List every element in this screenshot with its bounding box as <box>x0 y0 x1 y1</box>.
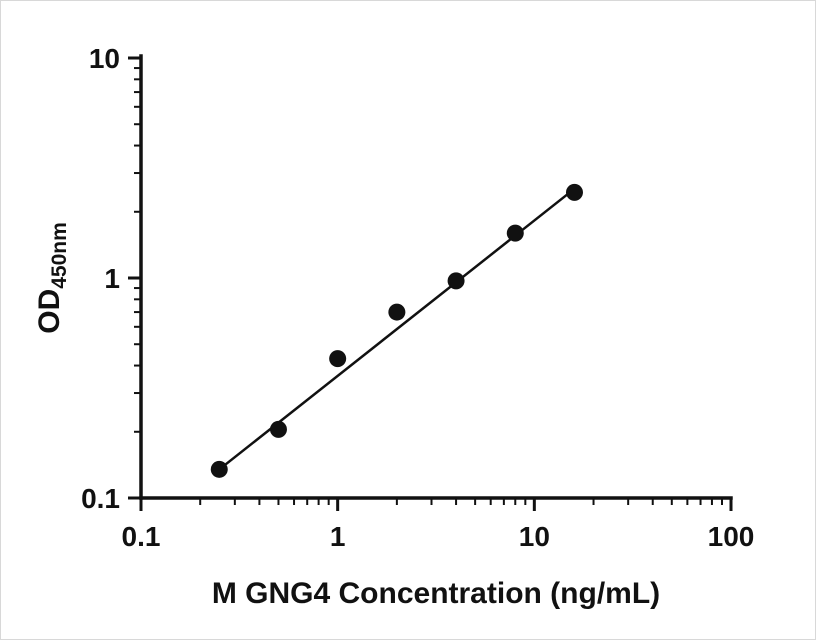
data-point <box>388 303 406 321</box>
x-axis-title: M GNG4 Concentration (ng/mL) <box>212 577 660 610</box>
y-tick-label: 0.1 <box>81 483 120 514</box>
x-tick-label: 10 <box>519 521 550 552</box>
data-point <box>269 420 287 438</box>
data-point <box>329 350 347 368</box>
data-point <box>506 224 524 242</box>
data-point <box>447 272 465 290</box>
y-axis-title: OD450nm <box>33 222 71 334</box>
y-tick-label: 1 <box>104 263 120 294</box>
data-point <box>210 460 228 478</box>
data-point <box>565 183 583 201</box>
x-tick-label: 0.1 <box>122 521 161 552</box>
x-tick-label: 1 <box>330 521 346 552</box>
y-tick-label: 10 <box>89 43 120 74</box>
x-tick-label: 100 <box>708 521 755 552</box>
